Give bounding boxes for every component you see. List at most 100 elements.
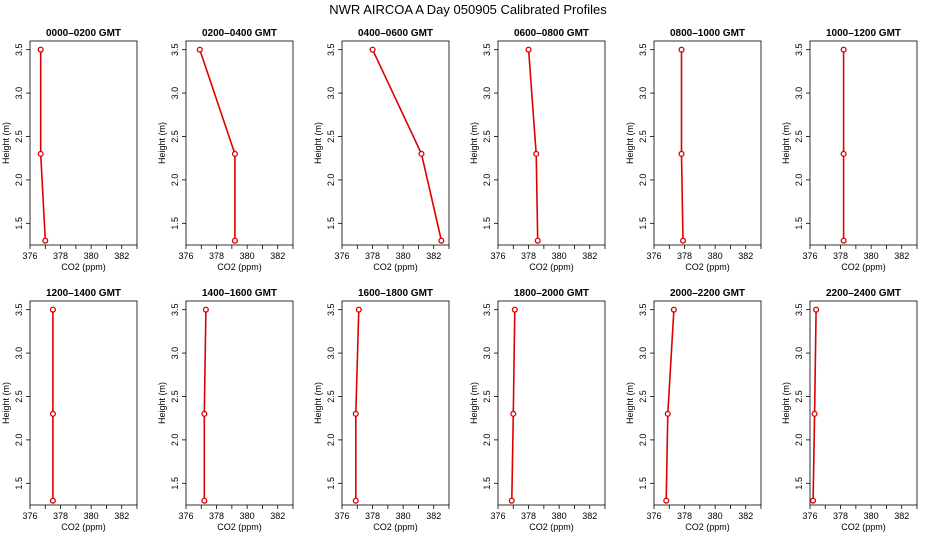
data-point <box>525 46 532 53</box>
data-point <box>352 410 359 417</box>
x-tick-label: 380 <box>84 251 99 261</box>
profile-line <box>680 49 684 241</box>
y-tick-label: 2.0 <box>482 174 492 187</box>
x-tick-label: 378 <box>521 511 536 521</box>
y-axis-label: Height (m) <box>781 382 791 424</box>
panel-6: 1000–1200 GMT 376 378 380 382 1.5 2.0 2.5 3.0 3.5… <box>781 28 918 272</box>
plot-frame <box>653 300 762 506</box>
x-tick-label: 378 <box>833 251 848 261</box>
y-tick-label: 3.0 <box>14 87 24 100</box>
x-tick-label: 380 <box>864 251 879 261</box>
panel-title: 0800–1000 GMT <box>670 28 745 39</box>
y-tick-label: 3.0 <box>794 347 804 360</box>
data-point <box>352 497 359 504</box>
x-tick-label: 378 <box>53 251 68 261</box>
y-axis-label: Height (m) <box>157 122 167 164</box>
y-tick-label: 2.5 <box>794 130 804 143</box>
y-tick-label: 3.5 <box>638 43 648 56</box>
data-point <box>196 46 203 53</box>
data-point <box>201 497 208 504</box>
x-tick-label: 382 <box>270 511 285 521</box>
x-tick-label: 382 <box>270 251 285 261</box>
data-point <box>231 150 238 157</box>
x-tick-label: 380 <box>240 511 255 521</box>
x-tick-label: 382 <box>426 251 441 261</box>
data-point <box>679 237 687 244</box>
x-tick-label: 382 <box>582 251 597 261</box>
profile-line <box>354 309 360 501</box>
x-tick-label: 378 <box>209 511 224 521</box>
y-tick-label: 2.0 <box>326 434 336 447</box>
x-axis-label: CO2 (ppm) <box>841 262 886 272</box>
x-tick-label: 380 <box>708 511 723 521</box>
y-tick-label: 3.0 <box>638 347 648 360</box>
y-axis-label: Height (m) <box>313 382 323 424</box>
y-tick-label: 2.0 <box>794 174 804 187</box>
x-tick-label: 382 <box>426 511 441 521</box>
profile-line <box>527 49 539 241</box>
y-tick-label: 2.0 <box>326 174 336 187</box>
panel-5: 0800–1000 GMT 376 378 380 382 1.5 2.0 2.5 3.0 3.5… <box>625 28 762 272</box>
y-axis-label: Height (m) <box>1 122 11 164</box>
plot-frame <box>29 40 138 246</box>
y-tick-label: 3.5 <box>638 303 648 316</box>
panel-title: 0200–0400 GMT <box>202 28 277 39</box>
data-point <box>202 306 209 313</box>
y-tick-label: 2.0 <box>170 174 180 187</box>
y-tick-label: 1.5 <box>14 477 24 490</box>
plot-frame <box>497 40 606 246</box>
x-axis-label: CO2 (ppm) <box>685 262 730 272</box>
data-point <box>231 237 238 244</box>
y-tick-label: 3.0 <box>326 87 336 100</box>
y-tick-label: 2.5 <box>482 390 492 403</box>
x-tick-label: 378 <box>365 511 380 521</box>
data-point <box>37 46 44 53</box>
panel-10: 1800–2000 GMT 376 378 380 382 1.5 2.0 2.5 3.0 3.5… <box>469 288 606 532</box>
x-tick-label: 376 <box>646 251 661 261</box>
data-point <box>369 46 376 53</box>
panel-4: 0600–0800 GMT 376 378 380 382 1.5 2.0 2.5 3.0 3.5… <box>469 28 606 272</box>
y-tick-label: 1.5 <box>638 477 648 490</box>
data-point <box>511 306 518 313</box>
profile-line <box>665 309 675 501</box>
x-axis-label: CO2 (ppm) <box>373 522 418 532</box>
y-tick-label: 3.5 <box>482 43 492 56</box>
y-axis-label: Height (m) <box>781 122 791 164</box>
panel-1: 0000–0200 GMT 376 378 380 382 1.5 2.0 2.5 3.0 3.5… <box>1 28 138 272</box>
panel-2: 0200–0400 GMT 376 378 380 382 1.5 2.0 2.5 3.0 3.5… <box>157 28 294 272</box>
x-tick-label: 378 <box>833 511 848 521</box>
plot-frame <box>809 300 918 506</box>
y-tick-label: 3.0 <box>14 347 24 360</box>
panel-title: 1400–1600 GMT <box>202 288 277 299</box>
panels-grid: 0000–0200 GMT 376 378 380 382 1.5 2.0 2.5 3.0 3.5… <box>1 28 918 532</box>
y-tick-label: 1.5 <box>326 477 336 490</box>
x-tick-label: 382 <box>894 511 909 521</box>
data-point <box>678 150 685 157</box>
y-tick-label: 2.5 <box>14 390 24 403</box>
y-tick-label: 2.5 <box>170 390 180 403</box>
x-tick-label: 380 <box>552 251 567 261</box>
x-tick-label: 378 <box>53 511 68 521</box>
panel-title: 1200–1400 GMT <box>46 288 121 299</box>
profile-line <box>199 49 236 241</box>
data-point <box>49 306 56 313</box>
y-tick-label: 2.5 <box>794 390 804 403</box>
y-tick-label: 3.0 <box>326 347 336 360</box>
plot-frame <box>341 300 450 506</box>
data-point <box>49 497 56 504</box>
y-tick-label: 2.5 <box>638 390 648 403</box>
y-tick-label: 2.5 <box>482 130 492 143</box>
x-tick-label: 380 <box>396 251 411 261</box>
y-tick-label: 3.0 <box>482 87 492 100</box>
x-axis-label: CO2 (ppm) <box>529 262 574 272</box>
data-point <box>678 46 685 53</box>
data-point <box>508 497 515 504</box>
x-tick-label: 382 <box>114 511 129 521</box>
plot-frame <box>185 300 294 506</box>
data-point <box>840 46 847 53</box>
y-tick-label: 3.0 <box>794 87 804 100</box>
x-tick-label: 378 <box>677 511 692 521</box>
y-tick-label: 1.5 <box>170 217 180 230</box>
x-axis-label: CO2 (ppm) <box>217 262 262 272</box>
